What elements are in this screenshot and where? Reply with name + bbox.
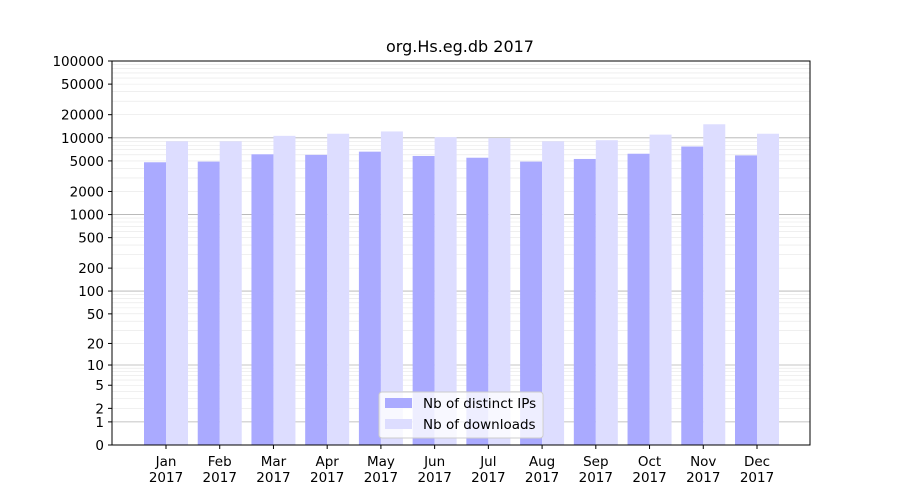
y-tick-label: 5000 [70,154,104,170]
y-tick-label: 5 [95,378,104,394]
x-tick-label-month: Aug [529,454,555,470]
y-tick-label: 1000 [70,208,104,224]
bar-distinct-ips-feb [197,161,220,446]
bar-downloads-feb [219,141,242,445]
y-tick-label: 50 [87,307,104,323]
bar-downloads-aug [542,141,565,445]
y-tick-label: 200 [78,261,104,277]
x-tick-label-year: 2017 [203,470,237,486]
y-tick-label: 1 [95,415,104,431]
bar-distinct-ips-oct [627,153,650,445]
y-tick-label: 500 [78,231,104,247]
bar-downloads-jan [166,141,188,445]
y-tick-label: 20000 [61,108,104,124]
bar-downloads-nov [703,124,726,446]
x-tick-label-year: 2017 [310,470,344,486]
bar-downloads-jul [488,138,511,445]
bar-downloads-oct [649,134,672,445]
x-tick-label-month: Oct [638,454,661,470]
y-tick-label: 100000 [52,54,104,70]
legend: Nb of distinct IPs Nb of downloads [378,391,544,439]
plot-frame [111,60,811,446]
bar-downloads-may [380,131,403,445]
bar-distinct-ips-jun [412,155,435,445]
bar-downloads-mar [273,135,296,445]
bars-layer [144,124,779,446]
x-tick-label-month: Jun [423,454,445,470]
x-tick-label-year: 2017 [149,470,183,486]
y-tick-label: 2 [95,401,104,417]
y-tick-label: 20 [87,336,104,352]
x-tick-label-month: Mar [261,454,287,470]
bar-distinct-ips-apr [305,154,328,445]
legend-label-downloads: Nb of downloads [423,417,536,433]
y-tick-label: 10 [87,358,104,374]
x-tick-label-year: 2017 [686,470,720,486]
x-axis: Jan2017Feb2017Mar2017Apr2017May2017Jun20… [149,445,774,486]
x-tick-label-month: Feb [208,454,232,470]
y-axis: 0 12 5 10 20 50 100 200 500 1000 2000 5000 10000 2000… [52,54,112,454]
x-tick-label-month: Sep [583,454,608,470]
x-tick-label-year: 2017 [632,470,666,486]
x-tick-label-year: 2017 [471,470,505,486]
y-tick-label: 0 [95,438,104,454]
x-tick-label-month: Jan [155,454,177,470]
bar-distinct-ips-jan [144,162,166,445]
x-tick-label-year: 2017 [740,470,774,486]
x-tick-label-month: Jul [479,454,496,470]
bar-downloads-jun [434,137,457,445]
legend-swatch-distinct-ips [385,398,412,408]
bar-distinct-ips-dec [735,155,757,445]
x-tick-label-month: Nov [690,454,716,470]
legend-box [378,391,544,439]
bar-downloads-dec [757,133,779,446]
y-tick-label: 2000 [70,184,104,200]
chart-title: org.Hs.eg.db 2017 [386,37,534,56]
bar-downloads-apr [327,133,350,446]
bar-distinct-ips-jul [466,157,489,446]
bar-distinct-ips-aug [520,161,543,446]
bar-distinct-ips-nov [681,146,704,446]
x-tick-label-year: 2017 [256,470,290,486]
x-tick-label-year: 2017 [525,470,559,486]
legend-swatch-downloads [385,419,412,429]
y-tick-label: 50000 [61,77,104,93]
y-tick-label: 10000 [61,131,104,147]
x-tick-label-month: Apr [316,454,340,470]
bar-distinct-ips-sep [573,158,596,445]
bar-distinct-ips-may [358,151,381,445]
y-tick-label: 100 [78,284,104,300]
x-tick-label-month: Dec [744,454,770,470]
x-tick-label-month: May [367,454,395,470]
legend-label-distinct-ips: Nb of distinct IPs [423,396,536,412]
x-tick-label-year: 2017 [579,470,613,486]
bar-distinct-ips-mar [251,154,274,446]
bar-downloads-sep [595,140,618,445]
x-tick-label-year: 2017 [364,470,398,486]
x-tick-label-year: 2017 [417,470,451,486]
